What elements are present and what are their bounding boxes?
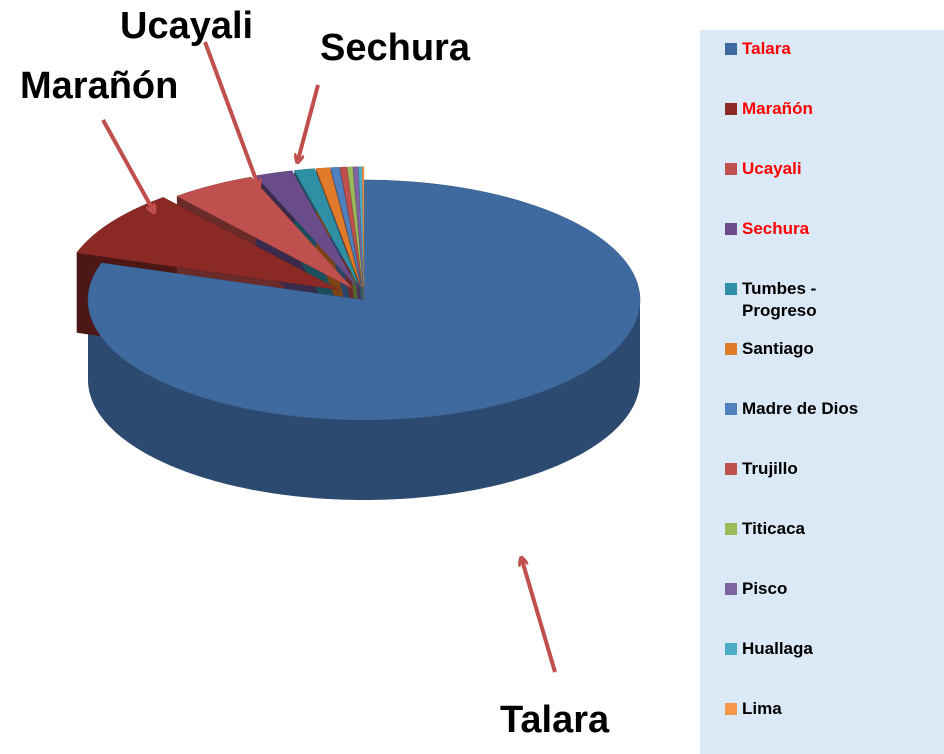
slice bbox=[315, 167, 362, 288]
legend-swatch bbox=[725, 43, 737, 55]
annotation: Talara bbox=[500, 699, 610, 741]
slice bbox=[293, 168, 360, 288]
slice bbox=[347, 166, 364, 287]
arrow bbox=[298, 84, 320, 160]
legend-swatch bbox=[725, 163, 737, 175]
legend-label: Sechura bbox=[742, 219, 810, 238]
annotation: Sechura bbox=[320, 27, 471, 69]
legend-item: Madre de Dios bbox=[725, 398, 875, 420]
legend-label: Ucayali bbox=[742, 159, 802, 178]
legend-label: Lima bbox=[742, 699, 782, 718]
legend-label: Madre de Dios bbox=[742, 399, 859, 418]
legend-item: Titicaca bbox=[725, 518, 875, 540]
annotation: Ucayali bbox=[120, 5, 253, 47]
legend-label: Trujillo bbox=[742, 459, 798, 478]
slice bbox=[176, 176, 353, 289]
legend-swatch bbox=[725, 463, 737, 475]
arrows bbox=[101, 41, 557, 673]
slice-side bbox=[88, 300, 640, 500]
arrow bbox=[101, 119, 153, 210]
legend-swatch bbox=[725, 643, 737, 655]
legend-swatch bbox=[725, 523, 737, 535]
legend-item: Santiago bbox=[725, 338, 875, 360]
legend-item: Tumbes - Progreso bbox=[725, 278, 875, 322]
legend: Talara Marañón Ucayali Sechura Tumbes - Prog… bbox=[700, 30, 944, 754]
legend-swatch bbox=[725, 403, 737, 415]
legend-item: Trujillo bbox=[725, 458, 875, 480]
legend-label: Talara bbox=[742, 39, 791, 58]
slice bbox=[361, 166, 365, 287]
legend-item: Lima bbox=[725, 698, 875, 720]
legend-label: Marañón bbox=[742, 99, 813, 118]
arrow bbox=[203, 41, 258, 185]
pie bbox=[76, 166, 641, 500]
arrow bbox=[522, 560, 557, 673]
legend-label: Tumbes - Progreso bbox=[742, 279, 817, 320]
legend-swatch bbox=[725, 283, 737, 295]
slice bbox=[255, 170, 358, 288]
legend-item: Huallaga bbox=[725, 638, 875, 660]
legend-swatch bbox=[725, 583, 737, 595]
legend-item: Marañón bbox=[725, 98, 875, 120]
annotation: Marañón bbox=[20, 65, 178, 107]
slice bbox=[339, 166, 363, 287]
legend-item: Pisco bbox=[725, 578, 875, 600]
legend-label: Pisco bbox=[742, 579, 788, 598]
legend-swatch bbox=[725, 343, 737, 355]
chart: Ucayali Marañón Sechura Talara bbox=[20, 5, 641, 741]
legend-item: Sechura bbox=[725, 218, 875, 240]
legend-swatch bbox=[725, 223, 737, 235]
legend-swatch bbox=[725, 703, 737, 715]
legend-label: Santiago bbox=[742, 339, 814, 358]
slice bbox=[330, 167, 363, 287]
slice bbox=[87, 179, 641, 421]
legend-label: Titicaca bbox=[742, 519, 806, 538]
legend-swatch bbox=[725, 103, 737, 115]
legend-item: Ucayali bbox=[725, 158, 875, 180]
legend-label: Huallaga bbox=[742, 639, 813, 658]
slice bbox=[352, 166, 364, 287]
legend-item: Talara bbox=[725, 38, 875, 60]
